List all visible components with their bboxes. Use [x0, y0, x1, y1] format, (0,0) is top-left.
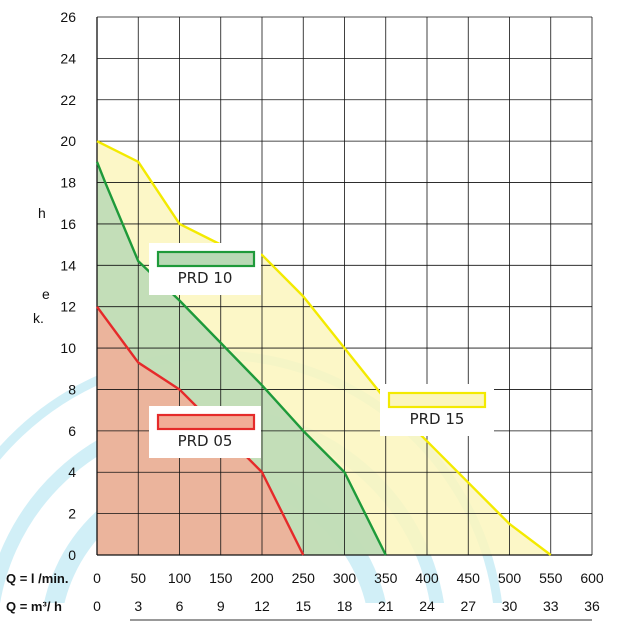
cutoff-text-0: h: [38, 205, 46, 221]
legend-item-prd-10: PRD 10: [149, 243, 261, 295]
x-tick-label-2-18: 18: [337, 598, 353, 614]
y-tick-label-10: 10: [60, 340, 76, 356]
legend-swatch-prd-15: [387, 391, 487, 409]
x-tick-label-2-27: 27: [460, 598, 476, 614]
x-tick-label-1-450: 450: [457, 570, 481, 586]
series-line-prd-10: [95, 161, 387, 556]
y-tick-label-12: 12: [60, 299, 76, 315]
x-axis-row-2: Q = m³/ h 0 3 6 9 12 15 18 21 24 27 30 33 36: [6, 598, 600, 614]
legend-label-prd-05: PRD 05: [178, 432, 233, 450]
y-tick-label-22: 22: [60, 92, 76, 108]
series-prd-10: [95, 161, 387, 556]
x-axis-row-label-2: Q = m³/ h: [6, 599, 62, 614]
bg-bottom-mask: [0, 603, 625, 623]
x-axis-row-label-1: Q = l /min.: [6, 571, 69, 586]
legend: PRD 15 PRD 10 PRD 05: [149, 243, 494, 458]
y-tick-label-24: 24: [60, 50, 76, 66]
y-tick-label-2: 2: [68, 506, 76, 522]
y-tick-label-0: 0: [68, 547, 76, 563]
y-tick-label-16: 16: [60, 216, 76, 232]
x-tick-label-1-600: 600: [580, 570, 604, 586]
x-tick-label-1-550: 550: [539, 570, 563, 586]
x-axes: Q = l /min. 0 50 100 150 200 250 300 350 400 450 50…: [6, 570, 604, 621]
legend-swatch-prd-05: [156, 413, 256, 431]
x-tick-label-2-30: 30: [502, 598, 518, 614]
cutoff-text-1: e: [42, 286, 50, 302]
x-tick-label-2-0: 0: [93, 598, 101, 614]
x-tick-label-2-36: 36: [584, 598, 600, 614]
cutoff-text-2: k.: [33, 310, 44, 326]
legend-item-prd-15: PRD 15: [380, 384, 494, 436]
grid: [96, 16, 593, 556]
x-tick-label-2-3: 3: [134, 598, 142, 614]
legend-label-prd-10: PRD 10: [178, 269, 233, 287]
y-tick-label-18: 18: [60, 175, 76, 191]
x-tick-label-2-21: 21: [378, 598, 394, 614]
legend-swatch-prd-10: [156, 250, 256, 268]
x-tick-label-2-9: 9: [217, 598, 225, 614]
x-tick-label-1-50: 50: [130, 570, 146, 586]
x-tick-label-2-24: 24: [419, 598, 435, 614]
x-tick-label-1-400: 400: [415, 570, 439, 586]
x-axis-row-1: Q = l /min. 0 50 100 150 200 250 300 350 400 450 50…: [6, 570, 604, 586]
x-tick-label-2-12: 12: [254, 598, 270, 614]
y-tick-label-6: 6: [68, 423, 76, 439]
y-tick-label-14: 14: [60, 257, 76, 273]
x-tick-label-1-250: 250: [292, 570, 316, 586]
x-tick-label-1-100: 100: [168, 570, 192, 586]
y-tick-label-26: 26: [60, 9, 76, 25]
x-tick-label-2-15: 15: [295, 598, 311, 614]
x-tick-label-2-6: 6: [176, 598, 184, 614]
x-tick-label-1-300: 300: [333, 570, 357, 586]
x-tick-label-2-33: 33: [543, 598, 559, 614]
series-line-prd-15: [96, 140, 552, 556]
legend-label-prd-15: PRD 15: [410, 410, 465, 428]
y-tick-label-20: 20: [60, 133, 76, 149]
legend-item-prd-05: PRD 05: [149, 406, 261, 458]
x-tick-label-1-350: 350: [374, 570, 398, 586]
x-tick-label-1-150: 150: [209, 570, 233, 586]
left-cutoff-text: h e k.: [33, 205, 50, 326]
x-tick-label-1-200: 200: [250, 570, 274, 586]
x-tick-label-1-0: 0: [93, 570, 101, 586]
y-tick-label-8: 8: [68, 381, 76, 397]
x-tick-label-1-500: 500: [498, 570, 522, 586]
y-tick-label-4: 4: [68, 464, 76, 480]
